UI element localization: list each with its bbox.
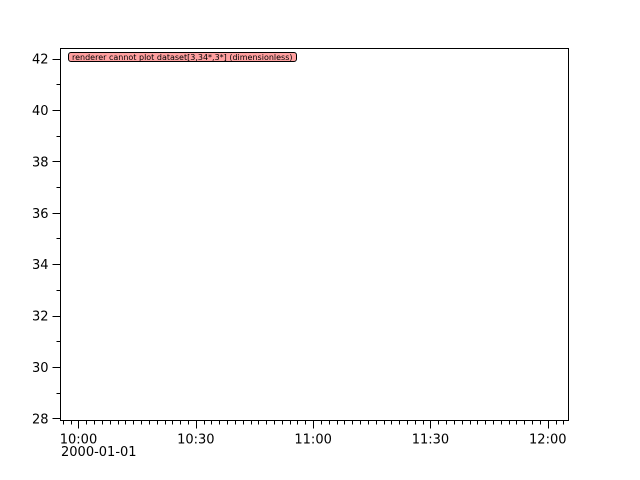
- y-tick-label: 28: [32, 412, 49, 427]
- error-annotation-text: renderer cannot plot dataset[3,34*,3*] (…: [72, 53, 293, 62]
- y-tick-label: 30: [32, 361, 49, 376]
- y-tick-label: 36: [32, 207, 49, 222]
- y-tick-label: 42: [32, 53, 49, 68]
- y-axis: 28 30 32 34 36 38 40 42: [32, 53, 61, 427]
- y-tick-label: 38: [32, 155, 49, 170]
- y-tick-label: 32: [32, 310, 49, 325]
- x-tick-label: 11:30: [412, 433, 449, 448]
- x-axis: 10:00 10:30 11:00 11:30 12:00: [60, 420, 567, 448]
- x-tick-label: 10:00: [60, 433, 97, 448]
- error-annotation-box: [68, 52, 297, 62]
- error-annotation: renderer cannot plot dataset[3,34*,3*] (…: [68, 52, 297, 62]
- y-tick-label: 34: [32, 258, 49, 273]
- y-tick-label: 40: [32, 104, 49, 119]
- x-tick-label: 10:30: [177, 433, 214, 448]
- x-tick-label: 11:00: [294, 433, 331, 448]
- x-axis-date-label: 2000-01-01: [61, 445, 137, 460]
- plot-area: [60, 48, 569, 421]
- x-tick-label: 12:00: [529, 433, 566, 448]
